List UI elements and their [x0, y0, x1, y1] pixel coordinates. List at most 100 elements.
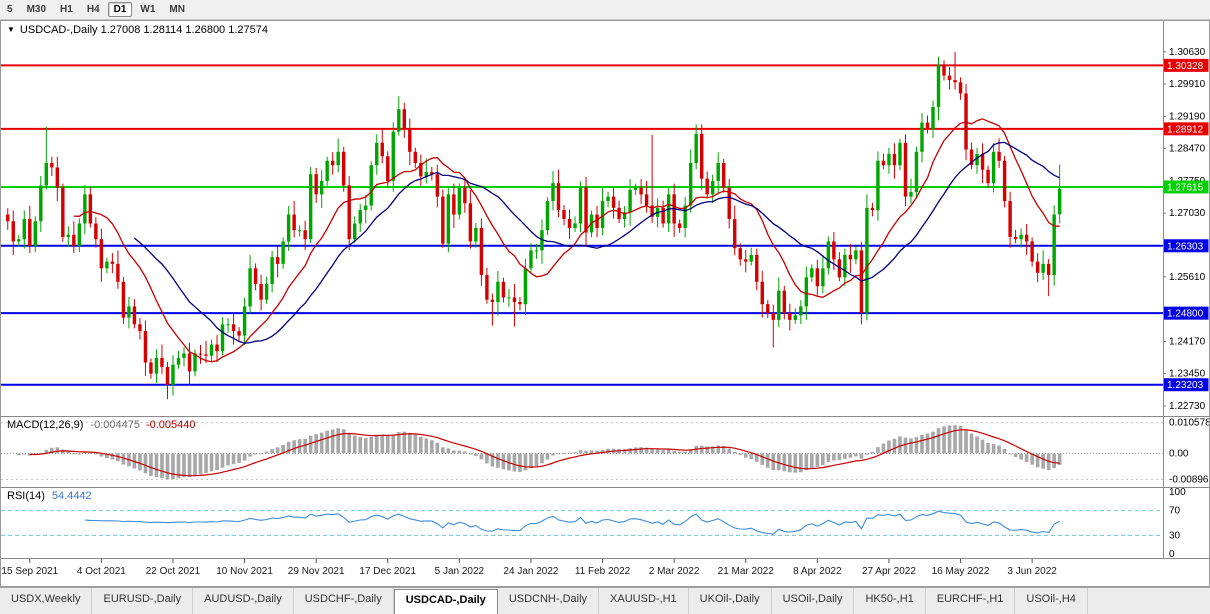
macd-histogram-bar	[782, 453, 787, 472]
date-label: 3 Jun 2022	[1007, 566, 1057, 577]
candle-body	[837, 259, 842, 278]
price-chip-label: 1.23203	[1167, 380, 1204, 391]
candle-body	[386, 156, 390, 181]
candle-body	[606, 196, 610, 202]
date-label: 17 Dec 2021	[359, 566, 416, 577]
macd-histogram-bar	[589, 450, 594, 454]
tab-usdcnh-daily[interactable]: USDCNH-,Daily	[498, 588, 600, 614]
macd-histogram-bar	[1002, 448, 1007, 454]
candle-body	[11, 221, 15, 242]
candle-body	[633, 187, 638, 190]
macd-histogram-bar	[920, 434, 924, 454]
tab-usdcad-daily[interactable]: USDCAD-,Daily	[393, 589, 498, 614]
timeframe-button-m30[interactable]: M30	[26, 4, 47, 15]
macd-histogram-bar	[485, 453, 489, 464]
ohlc-text: USDCAD-,Daily 1.27008 1.28114 1.26800 1.…	[19, 24, 268, 36]
candle-body	[446, 194, 451, 244]
timeframe-button-mn[interactable]: MN	[169, 4, 185, 15]
macd-histogram-bar	[237, 453, 241, 463]
candle-body	[237, 331, 241, 336]
macd-histogram-bar	[909, 438, 913, 454]
axis-label: 0	[1169, 549, 1175, 560]
candle-body	[545, 201, 550, 231]
macd-histogram-bar	[143, 453, 148, 474]
candle-body	[931, 106, 935, 130]
price-chip-1.30328	[1163, 58, 1209, 72]
macd-histogram-bar	[182, 453, 186, 478]
macd-histogram-bar	[1019, 453, 1023, 460]
price-chip-1.28912	[1163, 122, 1209, 136]
candle-body	[848, 254, 853, 260]
date-label: 10 Nov 2021	[216, 566, 273, 577]
macd-histogram-bar	[116, 453, 120, 462]
timeframe-button-d1[interactable]: D1	[107, 2, 133, 17]
macd-histogram-bar	[99, 453, 104, 457]
macd-histogram-bar	[165, 453, 170, 480]
macd-histogram-bar	[980, 439, 985, 454]
macd-histogram-bar	[418, 436, 423, 454]
macd-histogram-bar	[573, 452, 577, 454]
timeframe-button-h4[interactable]: H4	[86, 4, 100, 15]
candle-body	[661, 207, 665, 224]
macd-histogram-bar	[231, 453, 236, 465]
macd-histogram-bar	[496, 453, 500, 468]
timeframe-button-h1[interactable]: H1	[60, 4, 73, 15]
macd-histogram-bar	[121, 453, 126, 465]
ohlc-readout: ▼ USDCAD-,Daily 1.27008 1.28114 1.26800 1…	[7, 24, 268, 36]
macd-histogram-bar	[810, 453, 814, 468]
macd-histogram-bar	[160, 453, 164, 479]
macd-histogram-bar	[969, 433, 974, 454]
candle-body	[474, 227, 478, 242]
candle-body	[688, 162, 693, 206]
axis-label: 1.30630	[1169, 47, 1206, 58]
chart-canvas[interactable]: 1.306301.299101.291901.284701.277501.270…	[1, 21, 1209, 586]
candle-body	[248, 268, 252, 307]
timeframe-button-5[interactable]: 5	[7, 4, 13, 15]
candle-body	[286, 214, 291, 242]
chart-collapse-icon[interactable]: ▼	[7, 25, 15, 34]
macd-histogram-bar	[77, 453, 82, 455]
candle-body	[1013, 236, 1018, 240]
tab-ukoil-daily[interactable]: UKOil-,Daily	[689, 588, 772, 614]
macd-histogram-bar	[490, 453, 495, 467]
candle-body	[782, 290, 787, 314]
candle-body	[391, 131, 395, 181]
macd-histogram-bar	[281, 444, 285, 454]
tab-usdchf-daily[interactable]: USDCHF-,Daily	[294, 588, 394, 614]
macd-histogram-bar	[870, 451, 875, 454]
candle-body	[319, 180, 324, 195]
tab-xauusd-h1[interactable]: XAUUSD-,H1	[599, 588, 689, 614]
macd-histogram-bar	[1024, 453, 1029, 462]
macd-histogram-bar	[1057, 453, 1062, 465]
timeframe-button-w1[interactable]: W1	[140, 4, 156, 15]
candle-body	[463, 187, 467, 204]
macd-histogram-bar	[402, 431, 407, 454]
tab-usdx-weekly[interactable]: USDX,Weekly	[0, 588, 93, 614]
tab-eurchf-h1[interactable]: EURCHF-,H1	[926, 588, 1016, 614]
macd-histogram-bar	[914, 437, 919, 454]
macd-histogram-bar	[975, 436, 979, 454]
candle-body	[149, 362, 153, 374]
macd-histogram-bar	[441, 447, 445, 454]
tab-eurusd-daily[interactable]: EURUSD-,Daily	[92, 588, 194, 614]
macd-histogram-bar	[474, 453, 478, 456]
macd-histogram-bar	[540, 453, 544, 464]
price-chip-label: 1.26303	[1167, 241, 1204, 252]
candle-body	[826, 241, 831, 269]
candle-body	[50, 162, 54, 168]
tab-usoil-daily[interactable]: USOil-,Daily	[772, 588, 855, 614]
rsi-value: 54.4442	[51, 490, 92, 502]
candle-body	[969, 149, 974, 166]
macd-histogram-bar	[220, 453, 225, 468]
tab-audusd-daily[interactable]: AUDUSD-,Daily	[193, 588, 294, 614]
candle-body	[83, 194, 87, 224]
macd-histogram-bar	[248, 453, 252, 457]
tab-hk50-h1[interactable]: HK50-,H1	[854, 588, 926, 614]
tab-usoil-h4[interactable]: USOil-,H4	[1015, 588, 1088, 614]
candle-body	[733, 219, 737, 249]
macd-histogram-bar	[253, 453, 258, 455]
candle-body	[171, 364, 175, 385]
macd-histogram-bar	[771, 453, 776, 471]
macd-histogram-bar	[507, 453, 511, 471]
price-chip-1.27615	[1163, 180, 1209, 194]
